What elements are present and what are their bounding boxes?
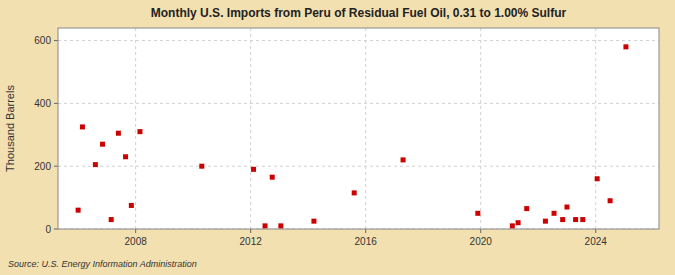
point	[516, 220, 521, 225]
y-grid-line	[58, 40, 659, 41]
point	[475, 211, 480, 216]
point	[123, 154, 128, 159]
x-tick-label: 2008	[125, 236, 148, 247]
point	[270, 175, 275, 180]
x-tick-label: 2024	[585, 236, 608, 247]
title: Monthly U.S. Imports from Peru of Residu…	[151, 6, 567, 20]
point	[595, 176, 600, 181]
plot-background	[58, 28, 659, 229]
point	[251, 167, 256, 172]
x-tick	[365, 229, 366, 233]
point	[560, 217, 565, 222]
x-grid-line	[365, 28, 366, 229]
source-note: Source: U.S. Energy Information Administ…	[8, 259, 197, 269]
x-grid-line	[135, 28, 136, 229]
point	[311, 219, 316, 224]
point	[80, 124, 85, 129]
point	[580, 217, 585, 222]
point	[199, 164, 204, 169]
x-tick	[595, 229, 596, 233]
point	[109, 217, 114, 222]
x-tick-label: 2012	[240, 236, 263, 247]
y-tick-label: 200	[34, 161, 51, 172]
y-grid-line	[58, 166, 659, 167]
y-axis-label: Thousand Barrels	[4, 85, 16, 172]
point	[623, 44, 628, 49]
y-tick	[54, 229, 58, 230]
point	[116, 131, 121, 136]
point	[573, 217, 578, 222]
grid	[58, 28, 659, 229]
point	[278, 223, 283, 228]
y-tick	[54, 103, 58, 104]
y-tick-label: 600	[34, 35, 51, 46]
point	[100, 142, 105, 147]
y-tick-label: 400	[34, 98, 51, 109]
point	[401, 157, 406, 162]
x-grid-line	[480, 28, 481, 229]
background	[0, 0, 675, 275]
x-grid-line	[250, 28, 251, 229]
point	[564, 205, 569, 210]
point	[263, 223, 268, 228]
point	[524, 206, 529, 211]
y-tick-label: 0	[45, 224, 51, 235]
x-tick-label: 2020	[470, 236, 493, 247]
point	[352, 190, 357, 195]
points	[76, 44, 629, 228]
x-grid-line	[595, 28, 596, 229]
plot-frame	[58, 28, 659, 229]
point	[608, 198, 613, 203]
point	[543, 219, 548, 224]
x-tick	[135, 229, 136, 233]
axes: 0 200 400 600 2008 2012 2016 2020 2024	[34, 28, 659, 247]
point	[76, 208, 81, 213]
point	[552, 211, 557, 216]
x-tick	[480, 229, 481, 233]
y-grid-line	[58, 103, 659, 104]
x-tick	[250, 229, 251, 233]
x-tick-label: 2016	[355, 236, 378, 247]
point	[129, 203, 134, 208]
point	[137, 129, 142, 134]
y-tick	[54, 166, 58, 167]
y-tick	[54, 40, 58, 41]
chart: 0 200 400 600 2008 2012 2016 2020 2024 Monthly U.…	[0, 0, 675, 275]
point	[510, 223, 515, 228]
point	[93, 162, 98, 167]
